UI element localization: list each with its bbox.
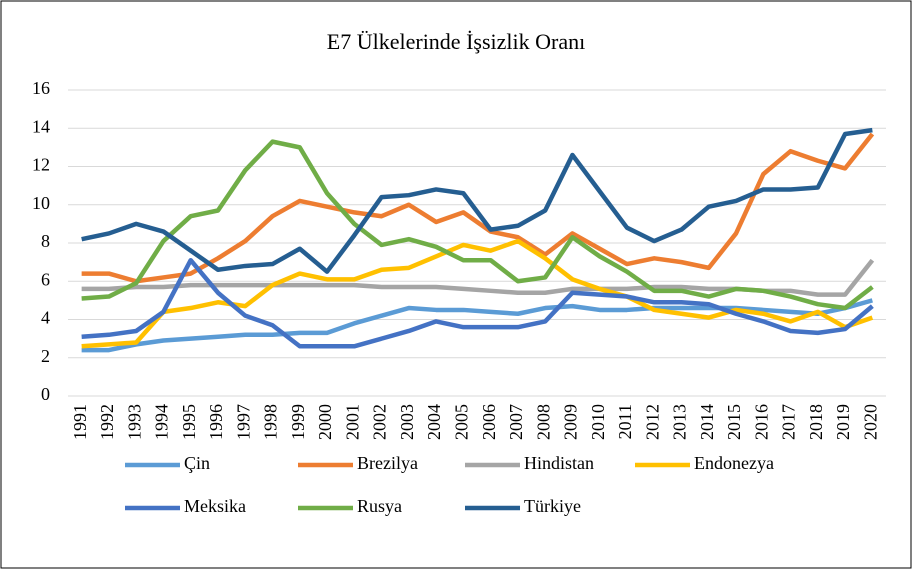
legend-label: Endonezya bbox=[694, 453, 774, 473]
y-tick-label: 16 bbox=[32, 78, 50, 98]
x-tick-label: 1995 bbox=[179, 404, 199, 440]
legend-label: Meksika bbox=[184, 496, 246, 516]
x-tick-label: 1999 bbox=[288, 404, 308, 440]
y-tick-label: 2 bbox=[41, 346, 50, 366]
x-tick-label: 2016 bbox=[751, 404, 771, 440]
legend-label: Rusya bbox=[357, 496, 402, 516]
x-tick-label: 2013 bbox=[670, 404, 690, 440]
legend-label: Çin bbox=[184, 453, 210, 473]
series-line bbox=[81, 139, 874, 311]
x-tick-label: 2015 bbox=[724, 404, 744, 440]
x-tick-label: 2006 bbox=[479, 404, 499, 440]
y-tick-label: 4 bbox=[41, 308, 50, 328]
x-tick-label: 2007 bbox=[506, 404, 526, 440]
x-tick-label: 2014 bbox=[697, 404, 717, 440]
y-tick-label: 12 bbox=[32, 155, 50, 175]
x-tick-label: 1998 bbox=[261, 404, 281, 440]
x-tick-label: 1992 bbox=[97, 404, 117, 440]
x-tick-label: 2011 bbox=[615, 404, 635, 439]
legend-label: Türkiye bbox=[524, 496, 581, 516]
x-tick-label: 2012 bbox=[642, 404, 662, 440]
x-tick-label: 2001 bbox=[342, 404, 362, 440]
x-tick-label: 2005 bbox=[451, 404, 471, 440]
y-tick-label: 14 bbox=[32, 116, 50, 136]
x-tick-label: 2002 bbox=[370, 404, 390, 440]
y-tick-label: 8 bbox=[41, 231, 50, 251]
x-tick-label: 2000 bbox=[315, 404, 335, 440]
x-tick-label: 1993 bbox=[124, 404, 144, 440]
x-tick-label: 1996 bbox=[206, 404, 226, 440]
x-tick-label: 2019 bbox=[833, 404, 853, 440]
series-line bbox=[81, 132, 875, 284]
legend-label: Hindistan bbox=[524, 453, 594, 473]
x-tick-label: 1991 bbox=[70, 404, 90, 440]
x-tick-label: 2003 bbox=[397, 404, 417, 440]
series-line bbox=[81, 127, 873, 274]
x-tick-label: 2004 bbox=[424, 404, 444, 440]
y-tick-label: 10 bbox=[32, 193, 50, 213]
x-tick-label: 1994 bbox=[152, 404, 172, 440]
y-tick-label: 6 bbox=[41, 269, 50, 289]
x-tick-label: 2009 bbox=[561, 404, 581, 440]
series-line bbox=[81, 257, 874, 349]
x-tick-label: 2018 bbox=[806, 404, 826, 440]
x-tick-label: 2020 bbox=[860, 404, 880, 440]
x-tick-label: 2017 bbox=[779, 404, 799, 440]
x-tick-label: 2010 bbox=[588, 404, 608, 440]
series-line bbox=[81, 238, 874, 349]
x-tick-label: 1997 bbox=[233, 404, 253, 440]
legend-label: Brezilya bbox=[357, 453, 418, 473]
y-tick-label: 0 bbox=[41, 384, 50, 404]
chart-title: E7 Ülkelerinde İşsizlik Oranı bbox=[327, 29, 585, 54]
x-tick-label: 2008 bbox=[533, 404, 553, 440]
